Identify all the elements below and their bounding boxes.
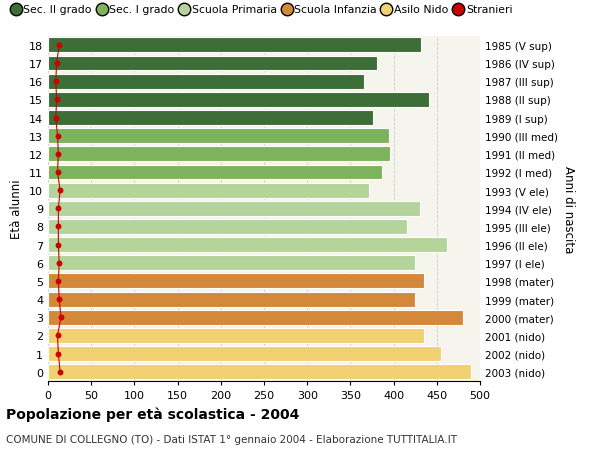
Bar: [48, 74, 364, 90]
Text: Popolazione per età scolastica - 2004: Popolazione per età scolastica - 2004: [6, 406, 299, 421]
Point: [55, 296, 64, 303]
Bar: [48, 111, 373, 126]
Point: [53, 332, 62, 339]
Legend: Sec. II grado, Sec. I grado, Scuola Primaria, Scuola Infanzia, Asilo Nido, Stran: Sec. II grado, Sec. I grado, Scuola Prim…: [11, 6, 512, 16]
Bar: [48, 165, 382, 180]
Bar: [48, 238, 447, 252]
Bar: [48, 328, 424, 343]
Bar: [48, 56, 377, 71]
Point: [55, 187, 65, 195]
Point: [53, 151, 63, 158]
Bar: [48, 274, 424, 289]
Point: [55, 42, 64, 50]
Y-axis label: Anni di nascita: Anni di nascita: [562, 165, 575, 252]
Bar: [48, 183, 368, 198]
Bar: [48, 147, 390, 162]
Bar: [48, 39, 421, 53]
Point: [55, 259, 64, 267]
Point: [53, 223, 63, 230]
Point: [51, 115, 61, 122]
Point: [55, 368, 65, 375]
Bar: [48, 129, 389, 144]
Point: [53, 205, 63, 213]
Bar: [48, 347, 441, 361]
Point: [56, 314, 66, 321]
Bar: [48, 310, 463, 325]
Point: [51, 78, 61, 86]
Bar: [48, 292, 415, 307]
Point: [53, 350, 63, 358]
Bar: [48, 219, 407, 235]
Text: COMUNE DI COLLEGNO (TO) - Dati ISTAT 1° gennaio 2004 - Elaborazione TUTTITALIA.I: COMUNE DI COLLEGNO (TO) - Dati ISTAT 1° …: [6, 434, 457, 444]
Bar: [48, 202, 419, 216]
Bar: [48, 364, 472, 379]
Point: [53, 133, 62, 140]
Y-axis label: Età alunni: Età alunni: [10, 179, 23, 239]
Point: [53, 278, 63, 285]
Point: [53, 241, 63, 249]
Point: [53, 169, 62, 176]
Bar: [48, 256, 415, 271]
Point: [52, 96, 61, 104]
Point: [52, 60, 61, 67]
Bar: [48, 93, 429, 107]
